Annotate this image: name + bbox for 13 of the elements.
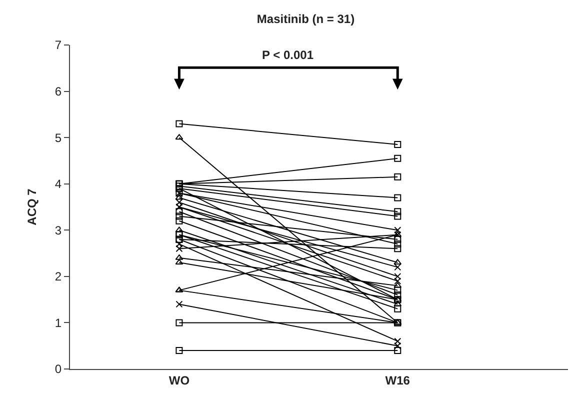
annotation: P < 0.001 [262,48,314,62]
y-tick-label: 2 [54,270,62,284]
y-tick-label: 5 [54,130,62,145]
chart-title: Masitinib (n = 31) [256,12,355,26]
y-tick-label: 6 [54,84,62,98]
y-tick-label: 4 [54,177,62,192]
x-tick-label: WO [168,373,190,388]
x-tick-label: W16 [385,373,410,388]
y-tick-label: 3 [54,223,62,238]
y-tick-label: 7 [54,38,62,52]
y-tick-label: 1 [54,316,62,330]
y-axis-title: ACQ 7 [25,188,40,226]
y-tick-label: 0 [54,362,62,376]
